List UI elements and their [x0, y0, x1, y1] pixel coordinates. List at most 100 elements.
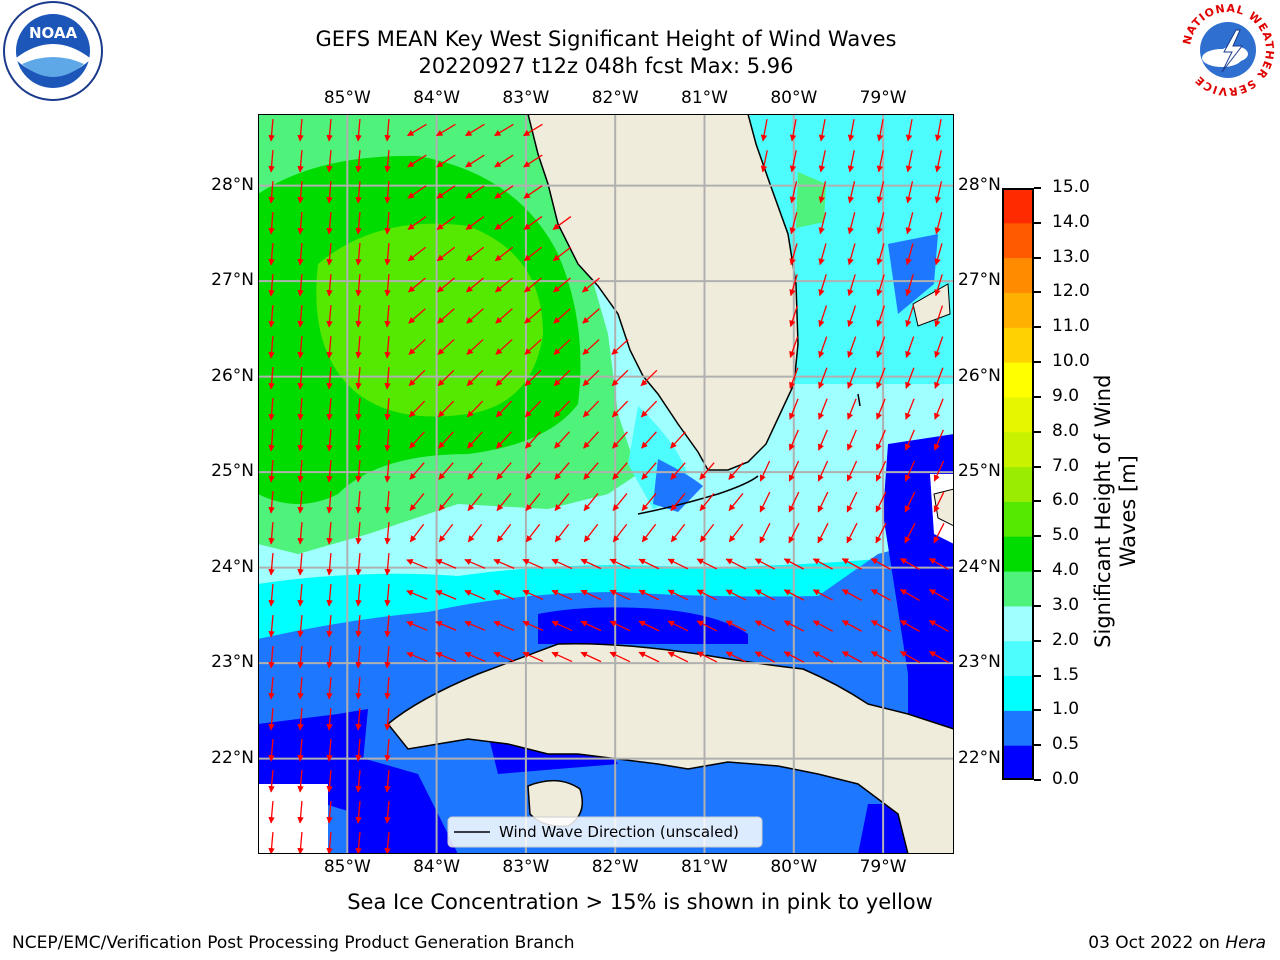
- wind-wave-arrow: [582, 400, 600, 418]
- wind-wave-arrow: [580, 589, 602, 601]
- latitude-label: 26°N: [958, 365, 1001, 386]
- wind-wave-arrow: [297, 738, 304, 762]
- map-legend: Wind Wave Direction (unscaled): [447, 816, 763, 848]
- wind-wave-arrow: [812, 589, 834, 601]
- wind-wave-arrow: [812, 558, 834, 570]
- wind-wave-arrow: [846, 460, 858, 482]
- wind-wave-arrow: [554, 493, 570, 512]
- wind-wave-arrow: [268, 831, 275, 854]
- wind-wave-arrow: [435, 559, 457, 569]
- wind-wave-arrow: [268, 614, 275, 638]
- wind-wave-arrow: [465, 216, 485, 230]
- wind-wave-arrow: [523, 277, 542, 293]
- wind-wave-arrow: [494, 277, 513, 293]
- wind-wave-arrow: [466, 339, 484, 355]
- wind-wave-arrow: [789, 336, 799, 358]
- wind-wave-arrow: [870, 651, 891, 663]
- wind-wave-arrow: [326, 149, 333, 173]
- wind-wave-arrow: [493, 558, 515, 569]
- colorbar-tick-label: 3.0: [1052, 594, 1080, 615]
- wind-wave-arrow: [523, 154, 543, 168]
- wind-wave-arrow: [297, 614, 304, 638]
- wind-wave-arrow: [326, 304, 333, 328]
- wind-wave-arrow: [495, 369, 513, 387]
- colorbar-segment: [1002, 396, 1034, 433]
- wind-wave-arrow: [580, 620, 602, 632]
- wind-wave-arrow: [326, 645, 333, 669]
- wind-wave-arrow: [789, 212, 798, 235]
- wind-wave-arrow: [437, 339, 455, 355]
- colorbar-tick-label: 15.0: [1052, 177, 1090, 197]
- wind-wave-arrow: [760, 119, 768, 142]
- colorbar-tick-mark: [1034, 187, 1041, 189]
- wind-wave-arrow: [384, 273, 391, 297]
- wind-wave-arrow: [667, 651, 689, 663]
- wind-wave-arrow: [670, 462, 686, 480]
- wind-wave-arrow: [696, 558, 718, 570]
- wind-wave-arrow: [638, 589, 660, 601]
- colorbar-tick-mark: [1034, 361, 1041, 364]
- wind-wave-arrow: [384, 118, 391, 142]
- colorbar-tick-label: 8.0: [1052, 420, 1080, 441]
- wind-wave-arrow: [467, 462, 483, 480]
- wind-wave-arrow: [355, 428, 362, 452]
- wind-wave-arrow: [725, 589, 747, 601]
- latitude-label: 23°N: [211, 652, 254, 673]
- wind-wave-arrow: [696, 589, 718, 601]
- wind-wave-arrow: [818, 119, 826, 142]
- colorbar-segment: [1002, 292, 1034, 328]
- noaa-logo-text: NOAA: [29, 24, 78, 42]
- wind-wave-arrow: [789, 367, 799, 389]
- wind-wave-arrow: [297, 242, 304, 266]
- wind-wave-arrow: [326, 242, 333, 266]
- wind-wave-arrow: [438, 431, 454, 449]
- wind-wave-arrow: [905, 181, 914, 204]
- wind-wave-arrow: [436, 154, 456, 168]
- colorbar-label-line2: Waves [m]: [1116, 455, 1140, 568]
- wind-wave-arrow: [326, 180, 333, 204]
- wind-wave-arrow: [355, 676, 362, 700]
- wind-wave-arrow: [725, 620, 747, 632]
- wind-wave-arrow: [905, 367, 915, 389]
- wind-wave-arrow: [699, 523, 715, 543]
- wind-wave-arrow: [384, 366, 391, 390]
- wind-wave-arrow: [728, 493, 744, 512]
- wind-wave-arrow: [934, 336, 944, 358]
- wind-wave-arrow: [783, 651, 805, 663]
- wind-wave-arrow: [876, 367, 886, 389]
- wind-wave-arrow: [355, 273, 362, 297]
- wind-wave-arrow: [408, 308, 426, 324]
- wind-wave-arrow: [783, 589, 805, 601]
- latitude-label: 24°N: [211, 556, 254, 577]
- colorbar-frame: [1002, 188, 1034, 780]
- colorbar-tick-mark: [1034, 674, 1041, 677]
- wind-wave-arrow: [667, 589, 689, 601]
- wind-wave-arrow: [409, 493, 425, 512]
- wind-wave-arrow: [409, 523, 425, 543]
- wind-wave-arrow: [493, 589, 515, 600]
- wind-wave-arrow: [268, 676, 275, 700]
- wind-wave-arrow: [812, 620, 834, 632]
- wind-wave-arrow: [268, 552, 275, 576]
- wind-wave-arrow: [876, 274, 885, 297]
- wind-wave-arrow: [355, 490, 362, 514]
- wind-wave-arrow: [759, 522, 771, 544]
- wind-wave-arrow: [355, 397, 362, 421]
- colorbar-tick-mark: [1034, 221, 1041, 224]
- wind-wave-arrow: [384, 614, 391, 638]
- wind-wave-arrow: [641, 523, 657, 543]
- wind-wave-arrow: [407, 185, 427, 199]
- longitude-label: 82°W: [591, 88, 639, 108]
- wind-wave-arrow: [268, 366, 275, 390]
- wind-wave-arrow: [409, 462, 425, 480]
- wind-wave-arrow: [406, 123, 427, 137]
- wave-height-map: Wind Wave Direction (unscaled): [258, 114, 954, 854]
- wind-wave-arrow: [841, 620, 862, 632]
- latitude-label: 22°N: [958, 747, 1001, 768]
- wind-wave-arrow: [465, 154, 485, 168]
- wind-wave-arrow: [725, 651, 747, 663]
- longitude-label: 84°W: [413, 88, 461, 108]
- wind-wave-arrow: [817, 460, 829, 482]
- longitude-label: 84°W: [413, 857, 461, 877]
- wind-wave-arrow: [934, 243, 943, 266]
